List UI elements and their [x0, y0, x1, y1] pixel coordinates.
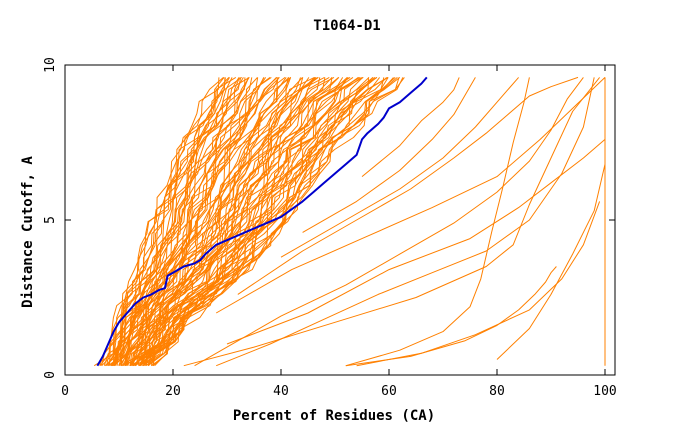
x-tick-label: 80 — [489, 384, 505, 399]
model-line — [112, 76, 271, 366]
x-tick-label: 0 — [61, 384, 69, 399]
model-line — [135, 77, 333, 366]
model-line — [345, 77, 530, 367]
model-line — [361, 77, 460, 177]
model-line — [183, 77, 600, 367]
plot-lines — [93, 76, 606, 367]
model-line — [143, 77, 344, 366]
model-line — [145, 77, 380, 366]
x-axis-label: Percent of Residues (CA) — [233, 408, 435, 424]
model-line — [99, 77, 231, 367]
model-line — [345, 266, 557, 367]
model-line — [216, 77, 595, 367]
x-tick-label: 40 — [273, 384, 289, 399]
highlight-model-line — [96, 76, 428, 367]
model-line — [113, 77, 226, 366]
model-line — [125, 77, 304, 366]
model-line — [104, 77, 259, 367]
model-line — [496, 164, 606, 360]
x-tick-label: 100 — [593, 384, 616, 399]
highlight-line — [96, 76, 428, 367]
model-line — [147, 77, 404, 367]
model-line — [103, 77, 250, 366]
model-line — [124, 77, 278, 366]
model-line — [132, 77, 340, 367]
y-axis-label: Distance Cutoff, A — [20, 156, 36, 308]
model-line — [129, 77, 317, 366]
x-tick-label: 60 — [381, 384, 397, 399]
model-line — [113, 77, 292, 366]
model-line — [215, 77, 606, 314]
model-line — [145, 77, 376, 366]
x-tick-label: 20 — [165, 384, 181, 399]
y-tick-label: 5 — [43, 216, 58, 224]
axis-ticks: 0 20 40 60 80 100 0 5 10 — [43, 57, 617, 399]
model-line — [226, 139, 606, 345]
model-line — [280, 77, 519, 258]
model-line — [194, 77, 584, 367]
model-line — [356, 201, 601, 367]
model-line — [142, 77, 387, 367]
chart-title: T1064-D1 — [313, 18, 380, 34]
y-tick-label: 0 — [43, 371, 58, 379]
model-line — [139, 76, 361, 367]
model-line — [152, 77, 400, 367]
model-line — [99, 77, 244, 366]
model-line — [113, 77, 277, 367]
model-line — [110, 77, 253, 367]
model-line — [129, 77, 339, 367]
model-line — [118, 77, 287, 367]
model-line — [151, 77, 405, 367]
model-line — [237, 76, 579, 295]
model-line — [302, 77, 476, 233]
model-line — [132, 77, 310, 366]
y-tick-label: 10 — [43, 57, 58, 73]
model-line — [120, 76, 319, 367]
